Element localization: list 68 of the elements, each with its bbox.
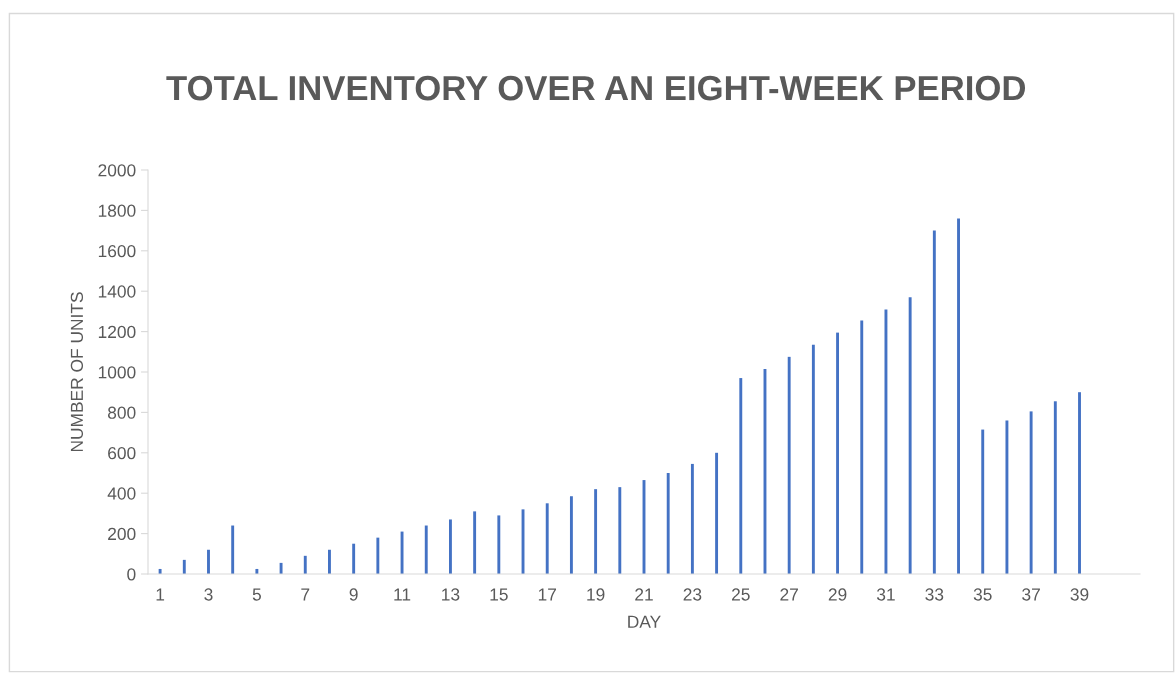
bar [836, 332, 840, 574]
bar [981, 429, 985, 574]
y-tick-label: 400 [107, 487, 136, 500]
x-tick-label: 13 [442, 588, 460, 601]
bar [207, 549, 210, 574]
bar [715, 452, 719, 574]
bar [376, 537, 380, 574]
y-axis-title: NUMBER OF UNITS [70, 292, 84, 452]
x-tick-label: 27 [780, 588, 798, 601]
bar [545, 503, 549, 574]
x-tick-label: 35 [973, 588, 992, 601]
bar [497, 515, 501, 574]
x-tick-label: 29 [828, 588, 847, 601]
bar [569, 496, 573, 574]
x-tick-label: 33 [925, 588, 944, 601]
x-tick-label: 11 [394, 588, 411, 601]
y-tick-label: 600 [108, 446, 136, 460]
bar [739, 378, 743, 574]
bar [666, 473, 670, 574]
bar [957, 218, 960, 574]
bar [594, 489, 598, 574]
bar [182, 559, 186, 574]
chart-title: TOTAL INVENTORY OVER AN EIGHT-WEEK PERIOD [166, 75, 1026, 101]
y-tick-label: 0 [127, 568, 136, 581]
bar [618, 487, 622, 574]
x-tick-label: 39 [1070, 588, 1089, 601]
bar [231, 525, 235, 574]
bar [352, 543, 356, 574]
x-tick-label: 23 [683, 588, 702, 601]
bar [1005, 420, 1009, 574]
y-tick-label: 2000 [98, 164, 136, 177]
x-tick-label: 1 [156, 588, 165, 601]
x-tick-label: 37 [1022, 588, 1040, 601]
y-tick-label: 1400 [98, 285, 136, 298]
x-tick-label: 21 [635, 588, 653, 601]
x-tick-label: 7 [301, 588, 310, 601]
bar [1053, 401, 1057, 574]
bar [424, 525, 428, 574]
y-tick-label: 200 [108, 527, 136, 541]
bar [1078, 392, 1081, 574]
x-tick-label: 3 [204, 588, 213, 601]
bar [448, 519, 452, 574]
x-tick-label: 17 [538, 588, 556, 601]
x-tick-label: 19 [587, 588, 605, 601]
bar [884, 309, 888, 574]
y-tick-label: 1200 [98, 325, 136, 339]
x-axis-title: DAY [628, 615, 661, 628]
x-tick-label: 25 [732, 588, 750, 601]
y-tick-label: 1800 [98, 204, 136, 217]
y-tick-label: 1000 [98, 366, 136, 379]
x-tick-label: 31 [876, 588, 895, 601]
bar [279, 562, 283, 574]
x-tick-label: 15 [490, 588, 508, 601]
bar [860, 320, 864, 574]
bar [787, 356, 791, 574]
x-tick-label: 9 [349, 588, 358, 601]
bar [690, 463, 694, 574]
x-tick-label: 5 [252, 588, 261, 601]
bar [811, 344, 815, 574]
bar [400, 531, 404, 574]
bar [303, 555, 307, 574]
bar [908, 297, 912, 574]
bar [473, 511, 477, 574]
bar [1029, 411, 1033, 574]
y-tick-label: 1600 [98, 244, 136, 258]
bar [328, 549, 331, 574]
bar [932, 230, 936, 574]
y-tick-label: 800 [107, 406, 136, 419]
